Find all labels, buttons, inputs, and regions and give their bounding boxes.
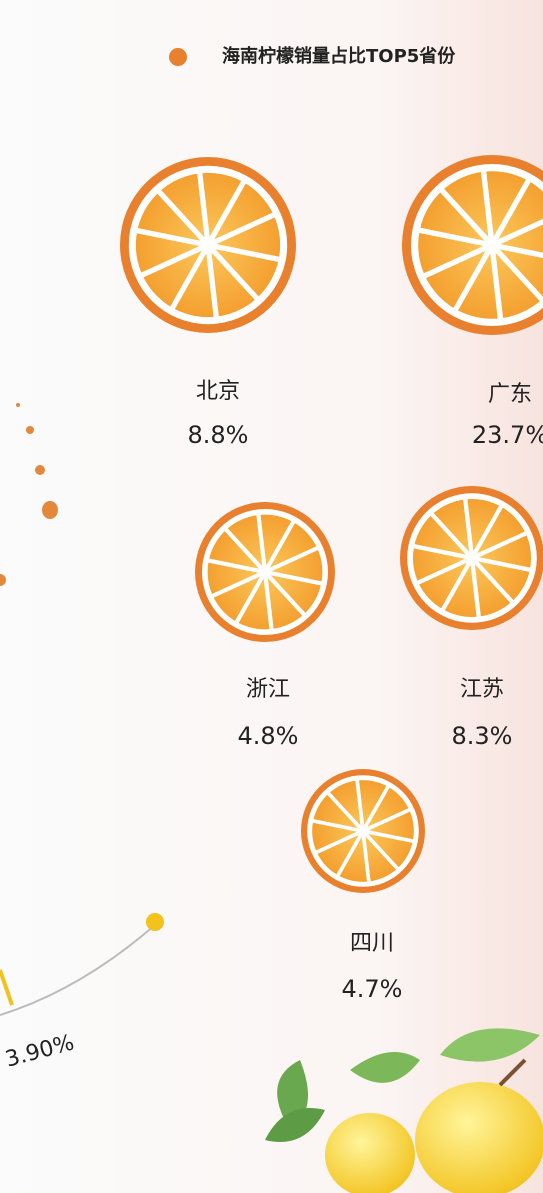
slice-center	[488, 241, 497, 250]
value-label: 8.8%	[188, 421, 249, 449]
slice-center	[262, 569, 269, 576]
orange-slice	[120, 157, 296, 333]
category-label: 浙江	[246, 677, 290, 702]
slice-center	[468, 554, 475, 561]
category-label: 北京	[196, 379, 240, 404]
slice-center	[204, 241, 213, 250]
legend-marker	[169, 48, 187, 66]
category-label: 四川	[350, 931, 394, 956]
legend-label: 海南柠檬销量占比TOP5省份	[222, 45, 456, 67]
slice-center	[360, 828, 366, 834]
category-label: 广东	[488, 382, 532, 407]
value-label: 8.3%	[452, 722, 513, 750]
value-label: 4.7%	[342, 975, 403, 1003]
orange-slice	[301, 769, 425, 893]
category-label: 江苏	[460, 677, 504, 702]
value-label: 23.7%	[472, 421, 543, 449]
value-label: 4.8%	[238, 722, 299, 750]
chart: 3.90% 海南柠檬销量占比TOP5省份 北京8.8%广东23.7%浙江4.8%…	[0, 0, 543, 1193]
orange-slice	[195, 502, 335, 642]
orange-slice	[400, 486, 543, 630]
